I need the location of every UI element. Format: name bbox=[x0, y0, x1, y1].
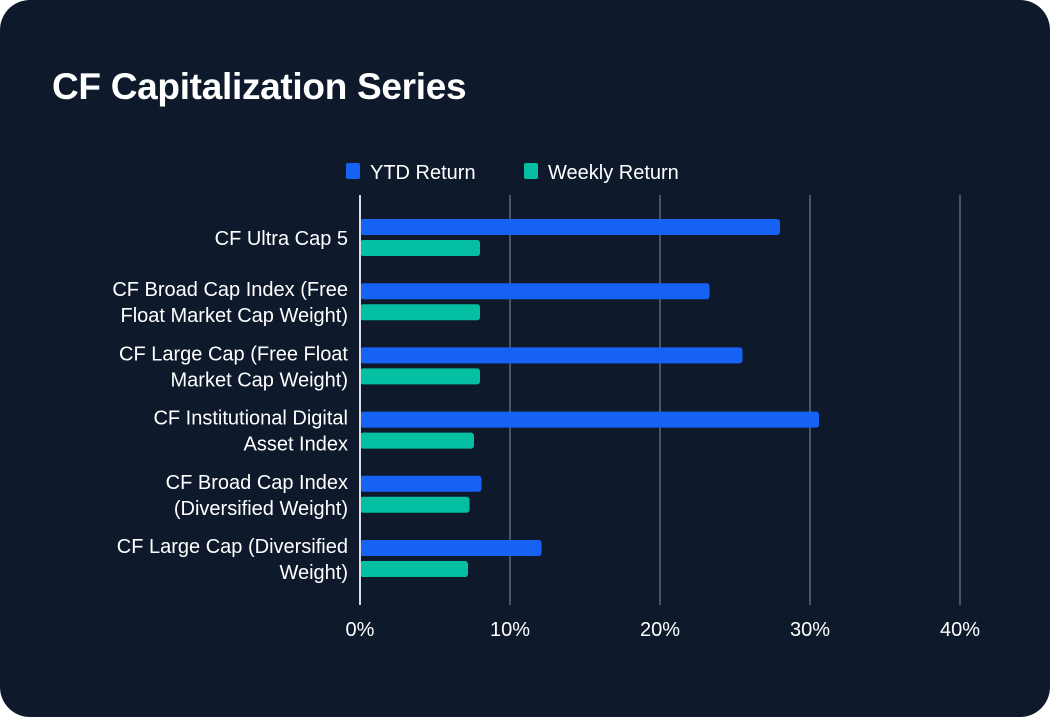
weekly-return-bar bbox=[360, 304, 480, 321]
category-label: (Diversified Weight) bbox=[174, 498, 348, 520]
category-label: Market Cap Weight) bbox=[171, 369, 348, 391]
ytd-return-bar bbox=[360, 411, 819, 428]
x-tick-label: 30% bbox=[790, 619, 830, 641]
weekly-return-bar bbox=[360, 561, 468, 577]
legend-ytd-swatch[interactable] bbox=[346, 163, 360, 179]
legend-weekly-label[interactable]: Weekly Return bbox=[548, 162, 679, 184]
category-label: CF Large Cap (Diversified bbox=[117, 536, 348, 558]
legend-ytd-label[interactable]: YTD Return bbox=[370, 162, 476, 184]
x-tick-label: 20% bbox=[640, 619, 680, 641]
category-label: CF Ultra Cap 5 bbox=[215, 228, 348, 250]
category-label: Float Market Cap Weight) bbox=[121, 305, 349, 327]
x-tick-label: 10% bbox=[490, 619, 530, 641]
category-label: Weight) bbox=[279, 562, 348, 584]
x-tick-label: 0% bbox=[346, 619, 375, 641]
weekly-return-bar bbox=[360, 240, 480, 256]
category-label: CF Broad Cap Index bbox=[166, 472, 348, 494]
legend-weekly-swatch[interactable] bbox=[524, 163, 538, 179]
weekly-return-bar bbox=[360, 496, 470, 513]
category-label: Asset Index bbox=[243, 434, 348, 456]
ytd-return-bar bbox=[360, 347, 743, 364]
ytd-return-bar bbox=[360, 219, 780, 235]
weekly-return-bar bbox=[360, 432, 474, 449]
ytd-return-bar bbox=[360, 283, 710, 300]
chart-title: CF Capitalization Series bbox=[52, 66, 467, 107]
x-tick-label: 40% bbox=[940, 619, 980, 641]
weekly-return-bar bbox=[360, 368, 480, 385]
category-label: CF Large Cap (Free Float bbox=[119, 343, 348, 365]
ytd-return-bar bbox=[360, 475, 482, 492]
category-label: CF Broad Cap Index (Free bbox=[112, 279, 348, 301]
ytd-return-bar bbox=[360, 540, 542, 556]
category-label: CF Institutional Digital bbox=[153, 408, 348, 430]
